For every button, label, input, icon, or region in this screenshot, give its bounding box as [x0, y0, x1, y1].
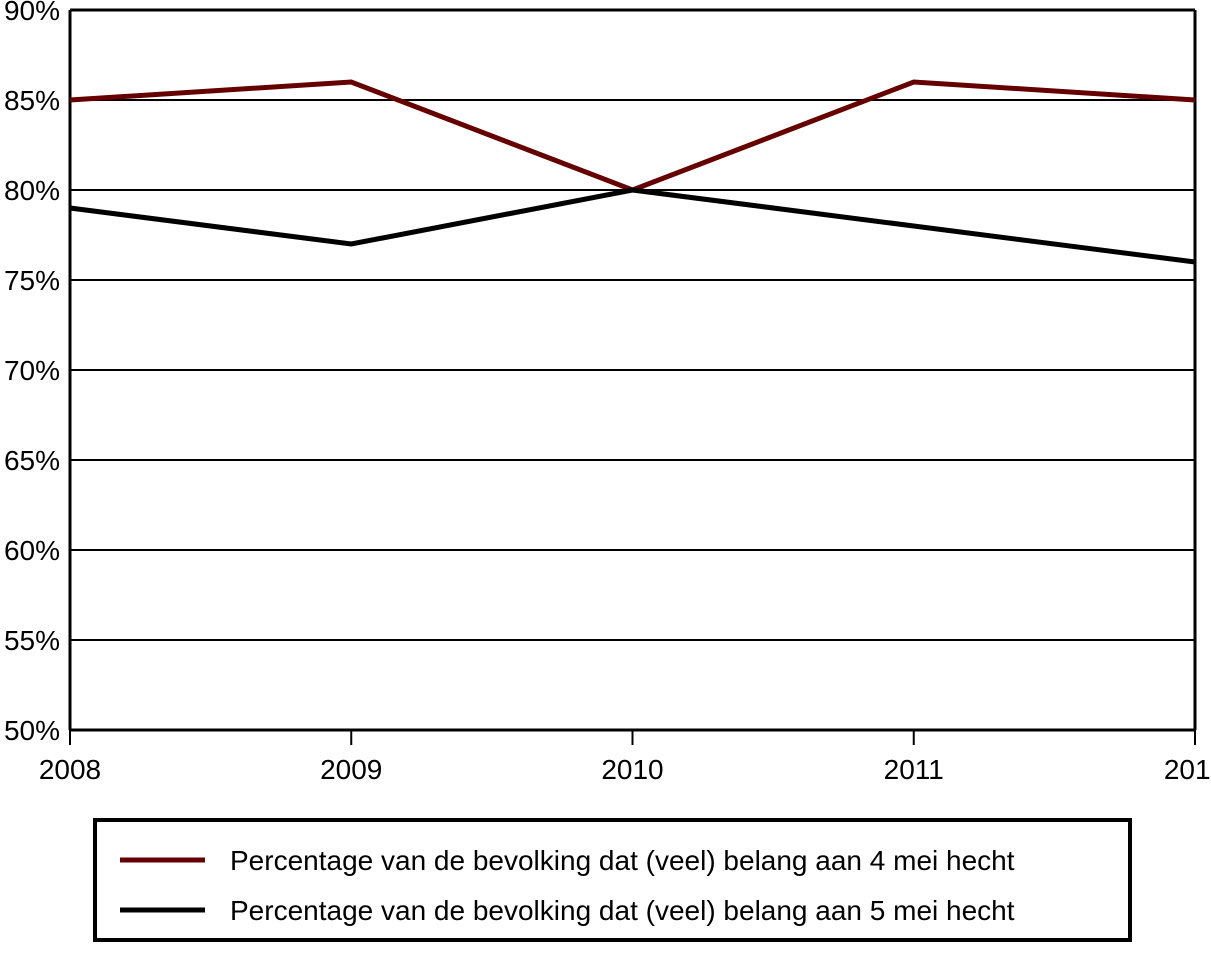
y-tick-label: 50%	[4, 715, 60, 746]
legend-label-mei4: Percentage van de bevolking dat (veel) b…	[230, 845, 1015, 876]
y-tick-label: 60%	[4, 535, 60, 566]
y-tick-label: 85%	[4, 85, 60, 116]
y-tick-label: 80%	[4, 175, 60, 206]
x-tick-label: 2012	[1164, 754, 1211, 785]
y-tick-label: 75%	[4, 265, 60, 296]
y-tick-label: 70%	[4, 355, 60, 386]
x-tick-label: 2008	[39, 754, 101, 785]
x-tick-label: 2010	[601, 754, 663, 785]
y-tick-label: 65%	[4, 445, 60, 476]
x-tick-label: 2009	[320, 754, 382, 785]
line-chart: 50% 55% 60% 65% 70% 75% 80% 85% 90% 2008 2009 2010 2…	[0, 0, 1211, 967]
y-tick-label: 55%	[4, 625, 60, 656]
legend-label-mei5: Percentage van de bevolking dat (veel) b…	[230, 895, 1015, 926]
x-tick-label: 2011	[884, 754, 944, 785]
chart-canvas: 50% 55% 60% 65% 70% 75% 80% 85% 90% 2008 2009 2010 2…	[0, 0, 1211, 967]
y-tick-label: 90%	[4, 0, 60, 26]
